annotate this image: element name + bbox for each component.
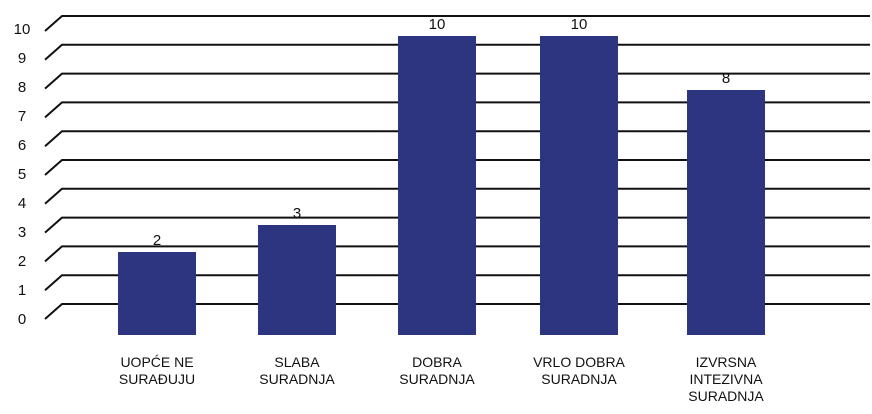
value-label: 10 bbox=[429, 16, 446, 33]
y-tick-label: 7 bbox=[18, 108, 26, 125]
y-tick-label: 2 bbox=[18, 253, 26, 270]
y-tick-label: 10 bbox=[14, 21, 31, 38]
y-tick-label: 5 bbox=[18, 166, 26, 183]
x-tick-label: UOPĆE NE SURAĐUJU bbox=[118, 354, 196, 387]
y-tick-label: 6 bbox=[18, 137, 26, 154]
bar bbox=[398, 36, 476, 335]
y-tick-label: 9 bbox=[18, 50, 26, 67]
x-tick-label: IZVRSNA INTEZIVNA SURADNJA bbox=[688, 354, 764, 404]
y-tick-label: 1 bbox=[18, 282, 26, 299]
grid-line bbox=[44, 15, 870, 32]
value-label: 10 bbox=[571, 16, 588, 33]
bar bbox=[258, 225, 336, 335]
y-tick-label: 3 bbox=[18, 224, 26, 241]
y-tick-label: 0 bbox=[18, 311, 26, 328]
y-tick-label: 8 bbox=[18, 79, 26, 96]
y-tick-label: 4 bbox=[18, 195, 26, 212]
value-label: 8 bbox=[722, 70, 730, 87]
value-label: 2 bbox=[153, 232, 161, 249]
x-tick-label: DOBRA SURADNJA bbox=[399, 354, 475, 387]
bar bbox=[687, 90, 765, 335]
bar bbox=[540, 36, 618, 335]
x-tick-label: SLABA SURADNJA bbox=[259, 354, 335, 387]
x-tick-label: VRLO DOBRA SURADNJA bbox=[533, 354, 625, 387]
bar bbox=[118, 252, 196, 335]
value-label: 3 bbox=[293, 205, 301, 222]
